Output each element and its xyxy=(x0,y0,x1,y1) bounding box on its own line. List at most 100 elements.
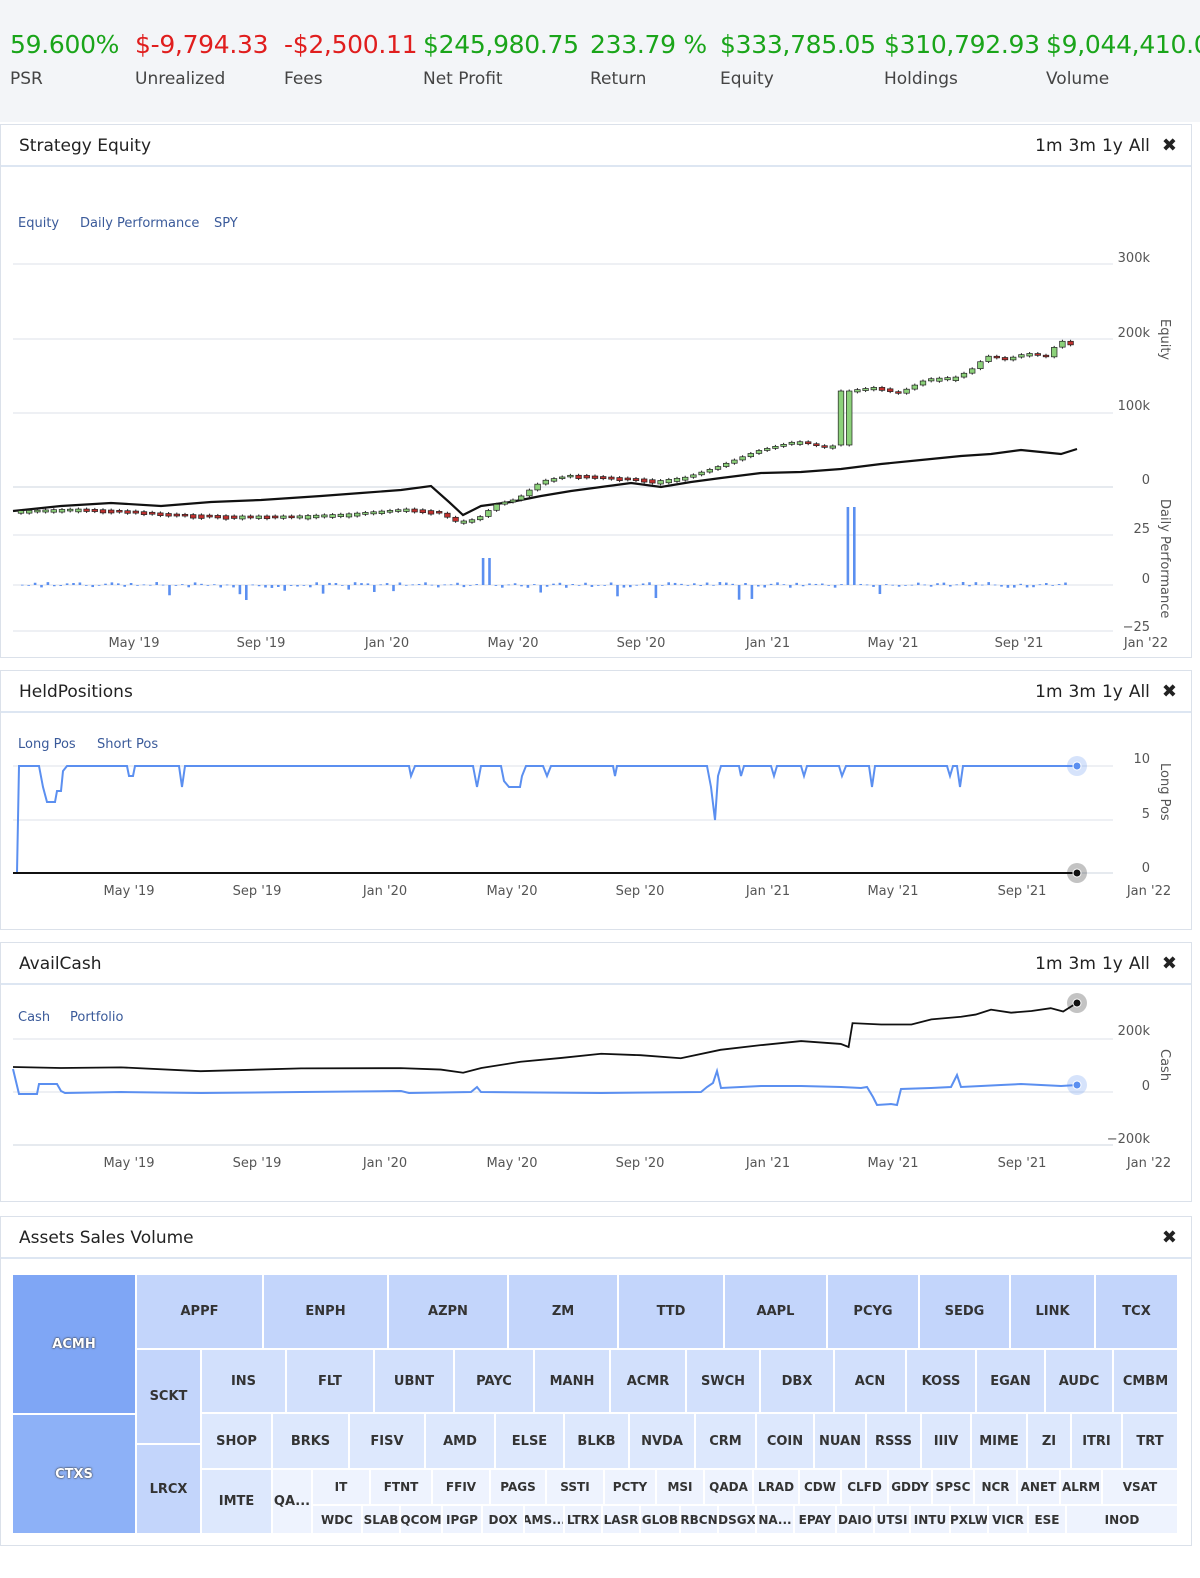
treemap-cell[interactable]: ELSE xyxy=(495,1413,564,1469)
range-3m-button[interactable]: 3m xyxy=(1068,682,1096,702)
close-icon[interactable]: ✖ xyxy=(1161,135,1177,156)
treemap-cell[interactable]: AAPL xyxy=(724,1274,827,1349)
range-1y-button[interactable]: 1y xyxy=(1101,954,1123,974)
treemap-cell[interactable]: NA... xyxy=(756,1505,794,1534)
treemap-cell[interactable]: TTD xyxy=(618,1274,724,1349)
treemap-cell[interactable]: INS xyxy=(201,1349,286,1413)
treemap-cell[interactable]: TRT xyxy=(1122,1413,1178,1469)
treemap-cell[interactable]: AMS... xyxy=(524,1505,564,1534)
close-icon[interactable]: ✖ xyxy=(1161,681,1177,702)
treemap-cell[interactable]: ZM xyxy=(508,1274,618,1349)
treemap-cell[interactable]: PAGS xyxy=(490,1469,546,1505)
treemap-cell[interactable]: SHOP xyxy=(201,1413,272,1469)
treemap-cell[interactable]: DOX xyxy=(482,1505,524,1534)
treemap-cell[interactable]: UTSI xyxy=(874,1505,910,1534)
treemap-cell[interactable]: SSTI xyxy=(546,1469,604,1505)
range-3m-button[interactable]: 3m xyxy=(1068,136,1096,156)
treemap-cell[interactable]: AMD xyxy=(425,1413,495,1469)
treemap-cell[interactable]: CRM xyxy=(695,1413,756,1469)
treemap-cell[interactable]: AZPN xyxy=(388,1274,508,1349)
range-1y-button[interactable]: 1y xyxy=(1101,136,1123,156)
treemap-cell[interactable]: IMTE xyxy=(201,1469,272,1534)
legend-portfolio[interactable]: Portfolio xyxy=(70,1010,124,1025)
treemap-cell[interactable]: ENPH xyxy=(263,1274,388,1349)
treemap-cell[interactable]: ALRM xyxy=(1060,1469,1102,1505)
treemap-cell[interactable]: NVDA xyxy=(629,1413,695,1469)
legend-short-pos[interactable]: Short Pos xyxy=(97,737,158,752)
range-1m-button[interactable]: 1m xyxy=(1035,682,1063,702)
treemap-cell[interactable]: CLFD xyxy=(841,1469,888,1505)
treemap-cell[interactable]: FFIV xyxy=(432,1469,490,1505)
range-1m-button[interactable]: 1m xyxy=(1035,136,1063,156)
treemap-cell[interactable]: CMBM xyxy=(1113,1349,1178,1413)
treemap-cell[interactable]: FLT xyxy=(286,1349,374,1413)
treemap-cell[interactable]: COIN xyxy=(756,1413,814,1469)
legend-equity[interactable]: Equity xyxy=(18,216,59,231)
treemap-cell[interactable]: LRCX xyxy=(136,1444,201,1534)
treemap-cell[interactable]: SWCH xyxy=(686,1349,760,1413)
treemap-cell[interactable]: MIME xyxy=(971,1413,1027,1469)
treemap-cell[interactable]: ESE xyxy=(1028,1505,1066,1534)
treemap-cell[interactable]: PXLW xyxy=(950,1505,988,1534)
legend-long-pos[interactable]: Long Pos xyxy=(18,737,76,752)
treemap-cell[interactable]: LTRX xyxy=(564,1505,602,1534)
treemap-cell[interactable]: MANH xyxy=(534,1349,610,1413)
treemap-cell[interactable]: APPF xyxy=(136,1274,263,1349)
treemap-cell[interactable]: SEDG xyxy=(919,1274,1010,1349)
range-1y-button[interactable]: 1y xyxy=(1101,682,1123,702)
treemap-cell[interactable]: FTNT xyxy=(370,1469,432,1505)
treemap-cell[interactable]: VICR xyxy=(988,1505,1028,1534)
treemap-cell[interactable]: IIIV xyxy=(921,1413,971,1469)
legend-daily-performance[interactable]: Daily Performance xyxy=(80,216,199,231)
legend-spy[interactable]: SPY xyxy=(214,216,238,231)
treemap-cell[interactable]: SCKT xyxy=(136,1349,201,1444)
treemap-cell[interactable]: SLAB xyxy=(362,1505,400,1534)
treemap-cell[interactable]: ZI xyxy=(1027,1413,1071,1469)
treemap-cell[interactable]: ACN xyxy=(834,1349,906,1413)
treemap-cell[interactable]: IT xyxy=(312,1469,370,1505)
range-all-button[interactable]: All xyxy=(1128,954,1150,974)
treemap-cell[interactable]: AUDC xyxy=(1045,1349,1113,1413)
treemap-cell[interactable]: VSAT xyxy=(1102,1469,1178,1505)
treemap-cell[interactable]: EGAN xyxy=(976,1349,1045,1413)
treemap-cell[interactable]: ITRI xyxy=(1071,1413,1122,1469)
treemap-cell[interactable]: WDC xyxy=(312,1505,362,1534)
close-icon[interactable]: ✖ xyxy=(1161,1227,1177,1248)
treemap-cell[interactable]: INTU xyxy=(910,1505,950,1534)
treemap-cell[interactable]: NUAN xyxy=(814,1413,866,1469)
treemap-cell[interactable]: QADA xyxy=(704,1469,753,1505)
treemap-cell[interactable]: RBCN xyxy=(680,1505,718,1534)
treemap-cell[interactable]: DBX xyxy=(760,1349,834,1413)
treemap-cell[interactable]: SPSC xyxy=(932,1469,974,1505)
legend-cash[interactable]: Cash xyxy=(18,1010,50,1025)
treemap-cell[interactable]: RSSS xyxy=(866,1413,921,1469)
treemap-cell[interactable]: FISV xyxy=(349,1413,425,1469)
treemap-cell[interactable]: DAIO xyxy=(836,1505,874,1534)
treemap-cell[interactable]: IPGP xyxy=(442,1505,482,1534)
treemap-cell[interactable]: QA... xyxy=(272,1469,312,1534)
treemap-cell[interactable]: PCTY xyxy=(604,1469,656,1505)
range-all-button[interactable]: All xyxy=(1128,682,1150,702)
treemap-cell[interactable]: GDDY xyxy=(888,1469,932,1505)
close-icon[interactable]: ✖ xyxy=(1161,953,1177,974)
treemap-cell[interactable]: GLOB xyxy=(640,1505,680,1534)
treemap-cell[interactable]: PAYC xyxy=(454,1349,534,1413)
treemap-cell[interactable]: LRAD xyxy=(753,1469,799,1505)
range-all-button[interactable]: All xyxy=(1128,136,1150,156)
treemap-cell[interactable]: QCOM xyxy=(400,1505,442,1534)
treemap-cell[interactable]: ACMR xyxy=(610,1349,686,1413)
treemap-cell[interactable]: ANET xyxy=(1017,1469,1060,1505)
treemap-cell[interactable]: PCYG xyxy=(827,1274,919,1349)
range-3m-button[interactable]: 3m xyxy=(1068,954,1096,974)
treemap-cell[interactable]: ACMH xyxy=(12,1274,136,1414)
treemap-cell[interactable]: KOSS xyxy=(906,1349,976,1413)
treemap-cell[interactable]: INOD xyxy=(1066,1505,1178,1534)
treemap-cell[interactable]: LINK xyxy=(1010,1274,1095,1349)
treemap-cell[interactable]: EPAY xyxy=(794,1505,836,1534)
treemap-cell[interactable]: MSI xyxy=(656,1469,704,1505)
treemap-cell[interactable]: BLKB xyxy=(564,1413,629,1469)
treemap-cell[interactable]: UBNT xyxy=(374,1349,454,1413)
treemap-cell[interactable]: DSGX xyxy=(718,1505,756,1534)
treemap-cell[interactable]: LASR xyxy=(602,1505,640,1534)
treemap-cell[interactable]: NCR xyxy=(974,1469,1017,1505)
